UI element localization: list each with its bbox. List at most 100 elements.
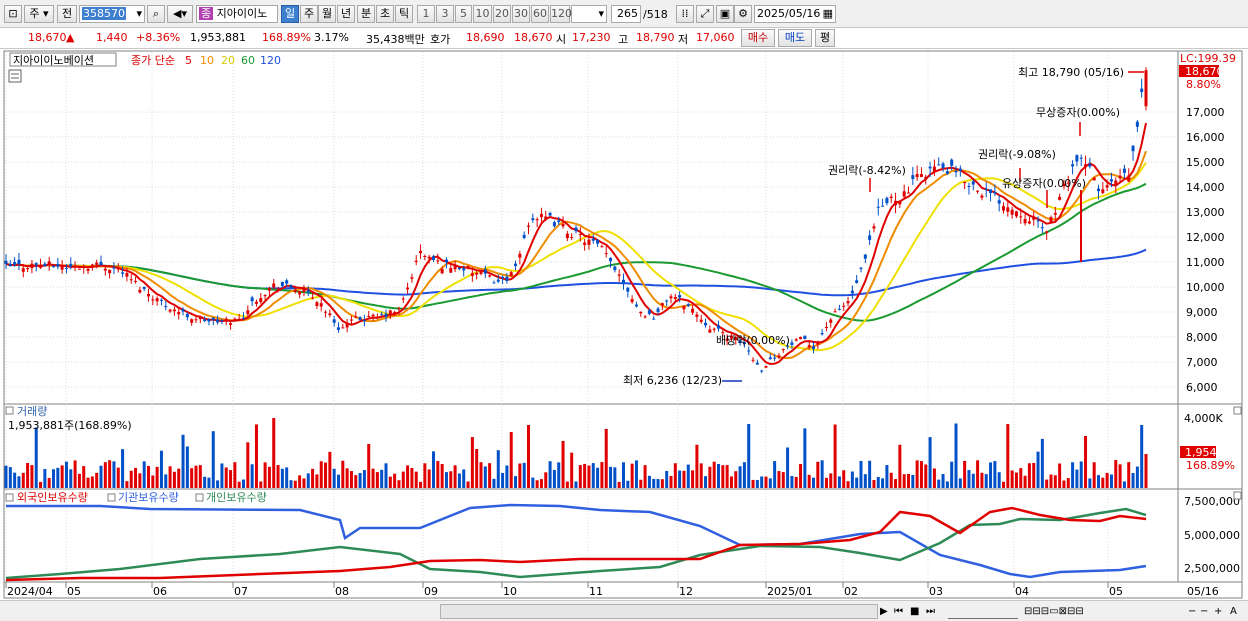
volume-bar [673,463,677,488]
volume-bar [937,479,941,488]
interval-button-0[interactable]: 1 [417,5,435,23]
volume-bar [60,465,64,488]
volume-bar [436,461,440,488]
scroll-right-icon[interactable]: ▶ [880,606,888,617]
period-button-4[interactable]: 분 [357,5,375,23]
price-ytick: 15,000 [1186,156,1225,169]
stock-name-field[interactable]: 종 지아이이노 [196,5,278,23]
volume-bar [1084,436,1088,488]
candle-body [773,357,777,359]
holdings-close-icon[interactable] [1233,491,1242,500]
period-button-3[interactable]: 년 [337,5,355,23]
change-percent: +8.36% [136,31,181,44]
chart-settings-icon[interactable] [8,69,22,83]
dividend-annotation: 배당락(0.00%) [716,334,790,347]
volume-bar [945,481,949,488]
horizontal-scrollbar[interactable] [440,604,878,619]
stock-chart-svg: 17,000 16,000 15,000 14,000 13,000 12,000 11,0… [3,50,1243,599]
prev-button[interactable]: 전 [57,5,77,23]
volume-bar [1045,479,1049,488]
volume-bar [285,467,289,488]
candle-body [449,268,453,273]
candle-body [812,346,815,350]
candle-body [380,314,384,316]
zoom-slider[interactable] [948,604,1018,619]
period-button-5[interactable]: 초 [376,5,394,23]
volume-bar [786,447,790,488]
grid-icon[interactable]: ⁞⁞ [676,5,694,23]
tool-icons[interactable]: ⊟⊟⊟▭⊠⊟⊟ [1024,606,1084,617]
date-input[interactable]: 2025/05/16 ▦ [754,5,836,23]
volume-bar [725,465,729,488]
window-menu-icon[interactable]: ⊡ [4,5,22,23]
candle-body [1075,155,1079,162]
plus-icon[interactable]: + [1214,606,1223,617]
volume-bar [574,481,578,488]
chevron-down-icon[interactable]: ▾ [136,7,142,20]
price-ytick: 12,000 [1186,231,1225,244]
volume-bar [691,470,695,488]
volume-close-icon[interactable] [1233,406,1242,415]
period-button-6[interactable]: 틱 [395,5,413,23]
candle-body [423,255,427,257]
search-icon[interactable]: ⌕ [147,5,165,23]
fast-forward-icon[interactable]: ⏭ [926,606,935,617]
text-size-icon[interactable]: A [1230,606,1237,617]
volume-bar [734,471,738,488]
interval-button-1[interactable]: 3 [436,5,454,23]
volume-ytick: 4,000K [1184,412,1223,425]
x-axis-label: 2024/04 [7,585,53,598]
sell-button[interactable]: 매도 [778,29,812,47]
period-button-2[interactable]: 월 [318,5,336,23]
buy-button[interactable]: 매수 [741,29,775,47]
volume-bar [518,463,522,488]
interval-input[interactable]: ▾ [571,5,607,23]
stock-code-input[interactable]: 358570 ▾ [79,5,145,23]
candle-body [1045,231,1049,233]
volume-bar [207,477,211,488]
interval-button-2[interactable]: 5 [455,5,472,23]
volume-bar [509,432,513,488]
interval-button-6[interactable]: 60 [531,5,549,23]
volume-bar [604,428,608,488]
period-button-0[interactable]: 일 [281,5,299,23]
candle-body [514,263,518,267]
candle-body [984,188,988,190]
count-input[interactable]: 265 [611,5,641,23]
candle-body [43,263,47,267]
x-axis-label: 11 [589,585,603,598]
sound-icon[interactable]: ◀▾ [167,5,193,23]
gear-icon[interactable]: ⚙ [734,5,752,23]
candle-body [889,196,893,199]
volume-toggle-icon[interactable] [5,406,14,415]
candle-body [1040,227,1044,229]
chart-area[interactable]: 17,000 16,000 15,000 14,000 13,000 12,000 11,0… [0,50,1248,600]
ma5-label: 5 [185,54,192,67]
chevron-down-icon[interactable]: ▾ [598,7,604,20]
volume-bar [816,461,820,488]
interval-button-7[interactable]: 120 [550,5,572,23]
interval-button-3[interactable]: 10 [473,5,492,23]
fast-back-icon[interactable]: ⏮ [894,606,903,617]
price-ytick: 10,000 [1186,281,1225,294]
calendar-icon[interactable]: ▦ [822,7,833,20]
volume-bar [1036,451,1040,488]
candle-body [229,323,233,325]
minus-icon[interactable]: − [1200,606,1209,617]
candle-body [691,308,695,313]
interval-button-5[interactable]: 30 [512,5,530,23]
candle-body [738,340,742,344]
volume-bar [349,471,353,488]
candle-body [833,311,837,313]
volume-bar [522,462,526,488]
holdings-toggle-icon[interactable] [5,493,14,502]
volume-bar [773,461,777,488]
stop-icon[interactable]: ■ [910,606,920,617]
save-icon[interactable]: ▣ [716,5,734,23]
eval-button[interactable]: 평 [815,29,835,47]
zoom-icon[interactable]: ⤢ [696,5,714,23]
zoom-out-icon[interactable]: − [1188,606,1197,617]
market-select[interactable]: 주 ▾ [24,5,54,23]
interval-button-4[interactable]: 20 [493,5,511,23]
period-button-1[interactable]: 주 [300,5,318,23]
